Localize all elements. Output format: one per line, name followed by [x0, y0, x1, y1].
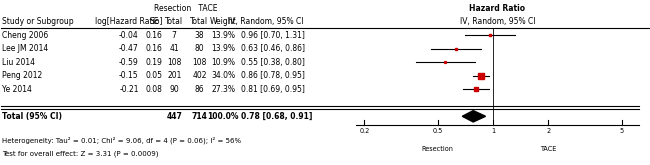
Text: 0.78 [0.68, 0.91]: 0.78 [0.68, 0.91] [241, 112, 312, 121]
Text: Weight: Weight [210, 17, 237, 26]
Text: 0.86 [0.78, 0.95]: 0.86 [0.78, 0.95] [241, 71, 305, 80]
Text: Total: Total [190, 17, 209, 26]
Text: 0.81 [0.69, 0.95]: 0.81 [0.69, 0.95] [241, 85, 305, 94]
Text: 13.9%: 13.9% [211, 44, 235, 53]
Text: 41: 41 [170, 44, 179, 53]
Text: 0.16: 0.16 [146, 44, 162, 53]
Text: Resection: Resection [422, 146, 454, 152]
Text: 27.3%: 27.3% [211, 85, 235, 94]
Text: 0.05: 0.05 [146, 71, 162, 80]
Text: -0.15: -0.15 [119, 71, 138, 80]
Text: Test for overall effect: Z = 3.31 (P = 0.0009): Test for overall effect: Z = 3.31 (P = 0… [2, 151, 159, 157]
Text: Lee JM 2014: Lee JM 2014 [2, 44, 48, 53]
Text: SE: SE [150, 17, 159, 26]
Text: -0.04: -0.04 [119, 31, 138, 40]
Text: 402: 402 [192, 71, 207, 80]
Text: 108: 108 [192, 58, 207, 67]
Text: 38: 38 [194, 31, 204, 40]
Polygon shape [462, 111, 486, 122]
Text: 0.96 [0.70, 1.31]: 0.96 [0.70, 1.31] [241, 31, 305, 40]
Text: 80: 80 [194, 44, 204, 53]
Text: 1: 1 [491, 128, 495, 134]
Text: 2: 2 [547, 128, 551, 134]
Text: 0.2: 0.2 [359, 128, 370, 134]
Text: 34.0%: 34.0% [211, 71, 235, 80]
Text: Hazard Ratio: Hazard Ratio [469, 4, 526, 13]
Text: 7: 7 [172, 31, 177, 40]
Text: 108: 108 [167, 58, 181, 67]
Text: Resection   TACE: Resection TACE [154, 4, 218, 13]
Text: 10.9%: 10.9% [211, 58, 235, 67]
Text: 0.19: 0.19 [146, 58, 162, 67]
Text: -0.47: -0.47 [119, 44, 138, 53]
Text: IV, Random, 95% CI: IV, Random, 95% CI [227, 17, 303, 26]
Text: TACE: TACE [540, 146, 556, 152]
Text: 100.0%: 100.0% [207, 112, 239, 121]
Text: 13.9%: 13.9% [211, 31, 235, 40]
Text: 0.63 [0.46, 0.86]: 0.63 [0.46, 0.86] [241, 44, 305, 53]
Text: 0.16: 0.16 [146, 31, 162, 40]
Text: Heterogeneity: Tau² = 0.01; Chi² = 9.06, df = 4 (P = 0.06); I² = 56%: Heterogeneity: Tau² = 0.01; Chi² = 9.06,… [2, 137, 241, 144]
Text: 86: 86 [194, 85, 204, 94]
Text: 5: 5 [619, 128, 624, 134]
Text: 0.5: 0.5 [433, 128, 443, 134]
Text: 0.08: 0.08 [146, 85, 162, 94]
Text: Ye 2014: Ye 2014 [2, 85, 32, 94]
Text: 447: 447 [166, 112, 182, 121]
Text: Cheng 2006: Cheng 2006 [2, 31, 48, 40]
Text: Total (95% CI): Total (95% CI) [2, 112, 62, 121]
Text: log[Hazard Ratio]: log[Hazard Ratio] [95, 17, 162, 26]
Text: 201: 201 [167, 71, 181, 80]
Text: 0.55 [0.38, 0.80]: 0.55 [0.38, 0.80] [241, 58, 305, 67]
Text: Liu 2014: Liu 2014 [2, 58, 35, 67]
Text: Total: Total [165, 17, 183, 26]
Text: IV, Random, 95% CI: IV, Random, 95% CI [460, 17, 535, 26]
Text: -0.21: -0.21 [119, 85, 138, 94]
Text: Study or Subgroup: Study or Subgroup [2, 17, 73, 26]
Text: Peng 2012: Peng 2012 [2, 71, 42, 80]
Text: 714: 714 [192, 112, 207, 121]
Text: 90: 90 [169, 85, 179, 94]
Text: -0.59: -0.59 [119, 58, 138, 67]
